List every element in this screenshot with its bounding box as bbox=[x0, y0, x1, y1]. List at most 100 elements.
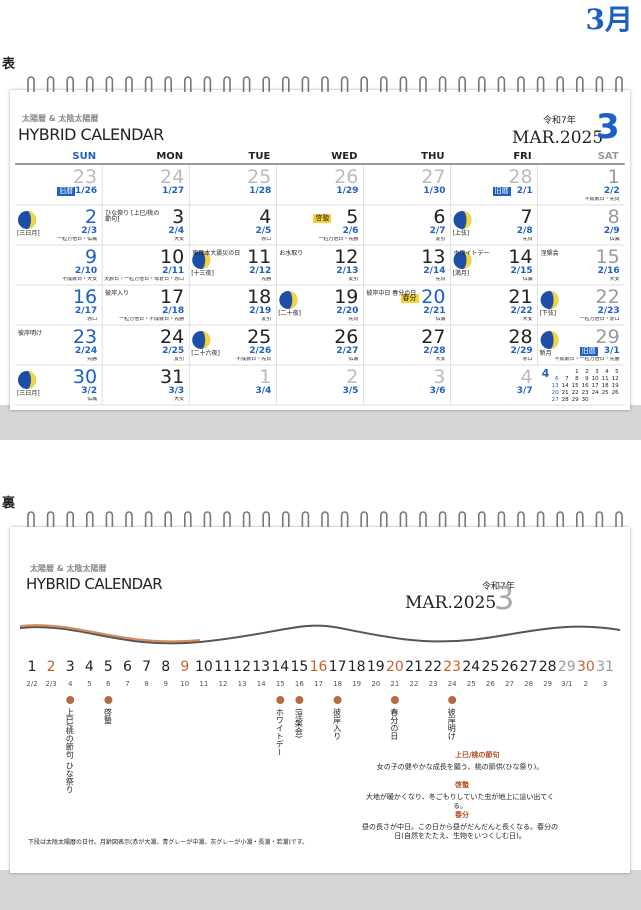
ring bbox=[595, 511, 604, 527]
timeline-lunar: 26 bbox=[485, 680, 495, 688]
day-note: 赤口 bbox=[261, 237, 272, 242]
day-number: 25 bbox=[247, 326, 272, 348]
moon bbox=[27, 371, 36, 389]
day-event: 東日本大震災の日 bbox=[192, 250, 241, 257]
ring bbox=[380, 511, 388, 527]
lunar-date: 2/28 bbox=[423, 346, 446, 356]
day-number: 31 bbox=[160, 366, 185, 388]
moon bbox=[288, 291, 298, 309]
moon bbox=[462, 211, 472, 229]
mini-day: 21 bbox=[561, 390, 569, 396]
moon bbox=[462, 251, 472, 269]
day-note: 友引 bbox=[174, 357, 185, 362]
timeline-lunar: 15 bbox=[275, 680, 285, 688]
ring bbox=[340, 76, 349, 92]
mini-day: 10 bbox=[591, 376, 599, 382]
timeline-day: 4 bbox=[84, 659, 94, 675]
ring bbox=[27, 511, 35, 527]
timeline-lunar: 8 bbox=[144, 680, 149, 688]
ring bbox=[184, 76, 192, 92]
lunar-date: 2/9 bbox=[603, 226, 620, 236]
ring bbox=[282, 76, 290, 92]
mini-day: 29 bbox=[571, 397, 579, 403]
day-note: 不成就日・先負 bbox=[236, 357, 272, 362]
timeline-lunar: 6 bbox=[106, 680, 111, 688]
day-number: 15 bbox=[595, 246, 620, 268]
timeline-lunar: 19 bbox=[352, 680, 362, 688]
lunar-date: 3/2 bbox=[81, 386, 98, 396]
ring bbox=[46, 76, 55, 92]
day-number: 14 bbox=[508, 246, 533, 268]
ring bbox=[360, 76, 368, 92]
ring bbox=[360, 511, 368, 527]
timeline-lunar: 7 bbox=[125, 680, 130, 688]
lunar-date: 2/14 bbox=[423, 266, 446, 276]
timeline-day: 21 bbox=[405, 659, 423, 675]
timeline-day: 28 bbox=[538, 659, 557, 675]
day-event: ひな祭り [上巳/桃の節句] bbox=[105, 210, 160, 223]
event-dot bbox=[66, 696, 75, 704]
timeline-day: 16 bbox=[309, 659, 328, 675]
timeline-lunar: 25 bbox=[466, 680, 476, 688]
note-text: 昼の長さが中日。この日から昼がだんだんと長くなる。春分の日(自然をたたえ、生物を… bbox=[362, 823, 558, 841]
mini-day: 17 bbox=[591, 383, 599, 389]
timeline-event: 彼岸入り bbox=[332, 708, 342, 740]
day-number: 8 bbox=[607, 206, 620, 228]
lunar-date: 2/7 bbox=[429, 226, 446, 236]
ring bbox=[458, 511, 466, 527]
day-note: 一粒万倍日・仏滅 bbox=[57, 237, 98, 242]
timeline-lunar: 2/2 bbox=[26, 680, 38, 688]
day-note: 仏滅 bbox=[435, 317, 446, 322]
ring bbox=[262, 76, 270, 92]
timeline-day: 13 bbox=[252, 659, 271, 675]
day-note: 先勝 bbox=[261, 277, 272, 282]
timeline-day: 1 bbox=[27, 659, 37, 675]
mini-day: 23 bbox=[581, 390, 589, 396]
lunar-date: 2/22 bbox=[510, 306, 533, 316]
day-note: 大安 bbox=[435, 357, 446, 362]
timeline-lunar: 27 bbox=[505, 680, 514, 688]
timeline-lunar: 22 bbox=[409, 680, 419, 688]
day-number: 16 bbox=[72, 286, 98, 308]
event-dot bbox=[295, 696, 304, 704]
day-number: 2 bbox=[85, 206, 98, 228]
ring bbox=[105, 511, 114, 527]
timeline-day: 31 bbox=[596, 659, 614, 675]
month-label: 3月 bbox=[585, 3, 633, 36]
lunar-date: 2/15 bbox=[510, 266, 533, 276]
day-note: 一粒万倍日・不成就日・先勝 bbox=[119, 317, 185, 322]
timeline-day: 20 bbox=[385, 659, 404, 675]
ring bbox=[556, 511, 564, 527]
lunar-date: 2/23 bbox=[597, 306, 620, 316]
event-dot bbox=[104, 696, 113, 704]
ring bbox=[419, 511, 427, 527]
day-number: 26 bbox=[334, 166, 359, 188]
moon-label: [三日月] bbox=[17, 390, 40, 397]
timeline-lunar: 12 bbox=[218, 680, 228, 688]
timeline-event: ホワイトデー bbox=[275, 708, 285, 756]
title: HYBRID CALENDAR bbox=[18, 125, 164, 144]
lunar-date: 2/27 bbox=[336, 346, 359, 356]
moon-label: [二十夜] bbox=[278, 310, 301, 317]
mini-day: 26 bbox=[611, 390, 619, 396]
day-number: 5 bbox=[346, 206, 359, 228]
lunar-date: 2/26 bbox=[249, 346, 272, 356]
ring bbox=[497, 76, 506, 92]
day-event: 彼岸明け bbox=[18, 330, 43, 337]
timeline-lunar: 17 bbox=[314, 680, 323, 688]
moon bbox=[549, 331, 559, 349]
lunar-date: 2/21 bbox=[423, 306, 446, 316]
ring bbox=[66, 76, 74, 92]
ring bbox=[301, 76, 310, 92]
day-note: 赤口 bbox=[522, 357, 533, 362]
timeline-lunar: 2 bbox=[583, 680, 589, 688]
lunar-date: 1/28 bbox=[249, 186, 272, 196]
mini-day: 13 bbox=[551, 383, 559, 389]
timeline-day: 12 bbox=[233, 659, 251, 675]
brand: 太陽暦 & 太陰太陽暦 bbox=[22, 114, 99, 123]
timeline-event: 啓蟄 bbox=[103, 708, 113, 724]
mini-month: 4 bbox=[541, 367, 550, 380]
day-number: 1 bbox=[259, 366, 272, 388]
ring bbox=[242, 511, 251, 527]
